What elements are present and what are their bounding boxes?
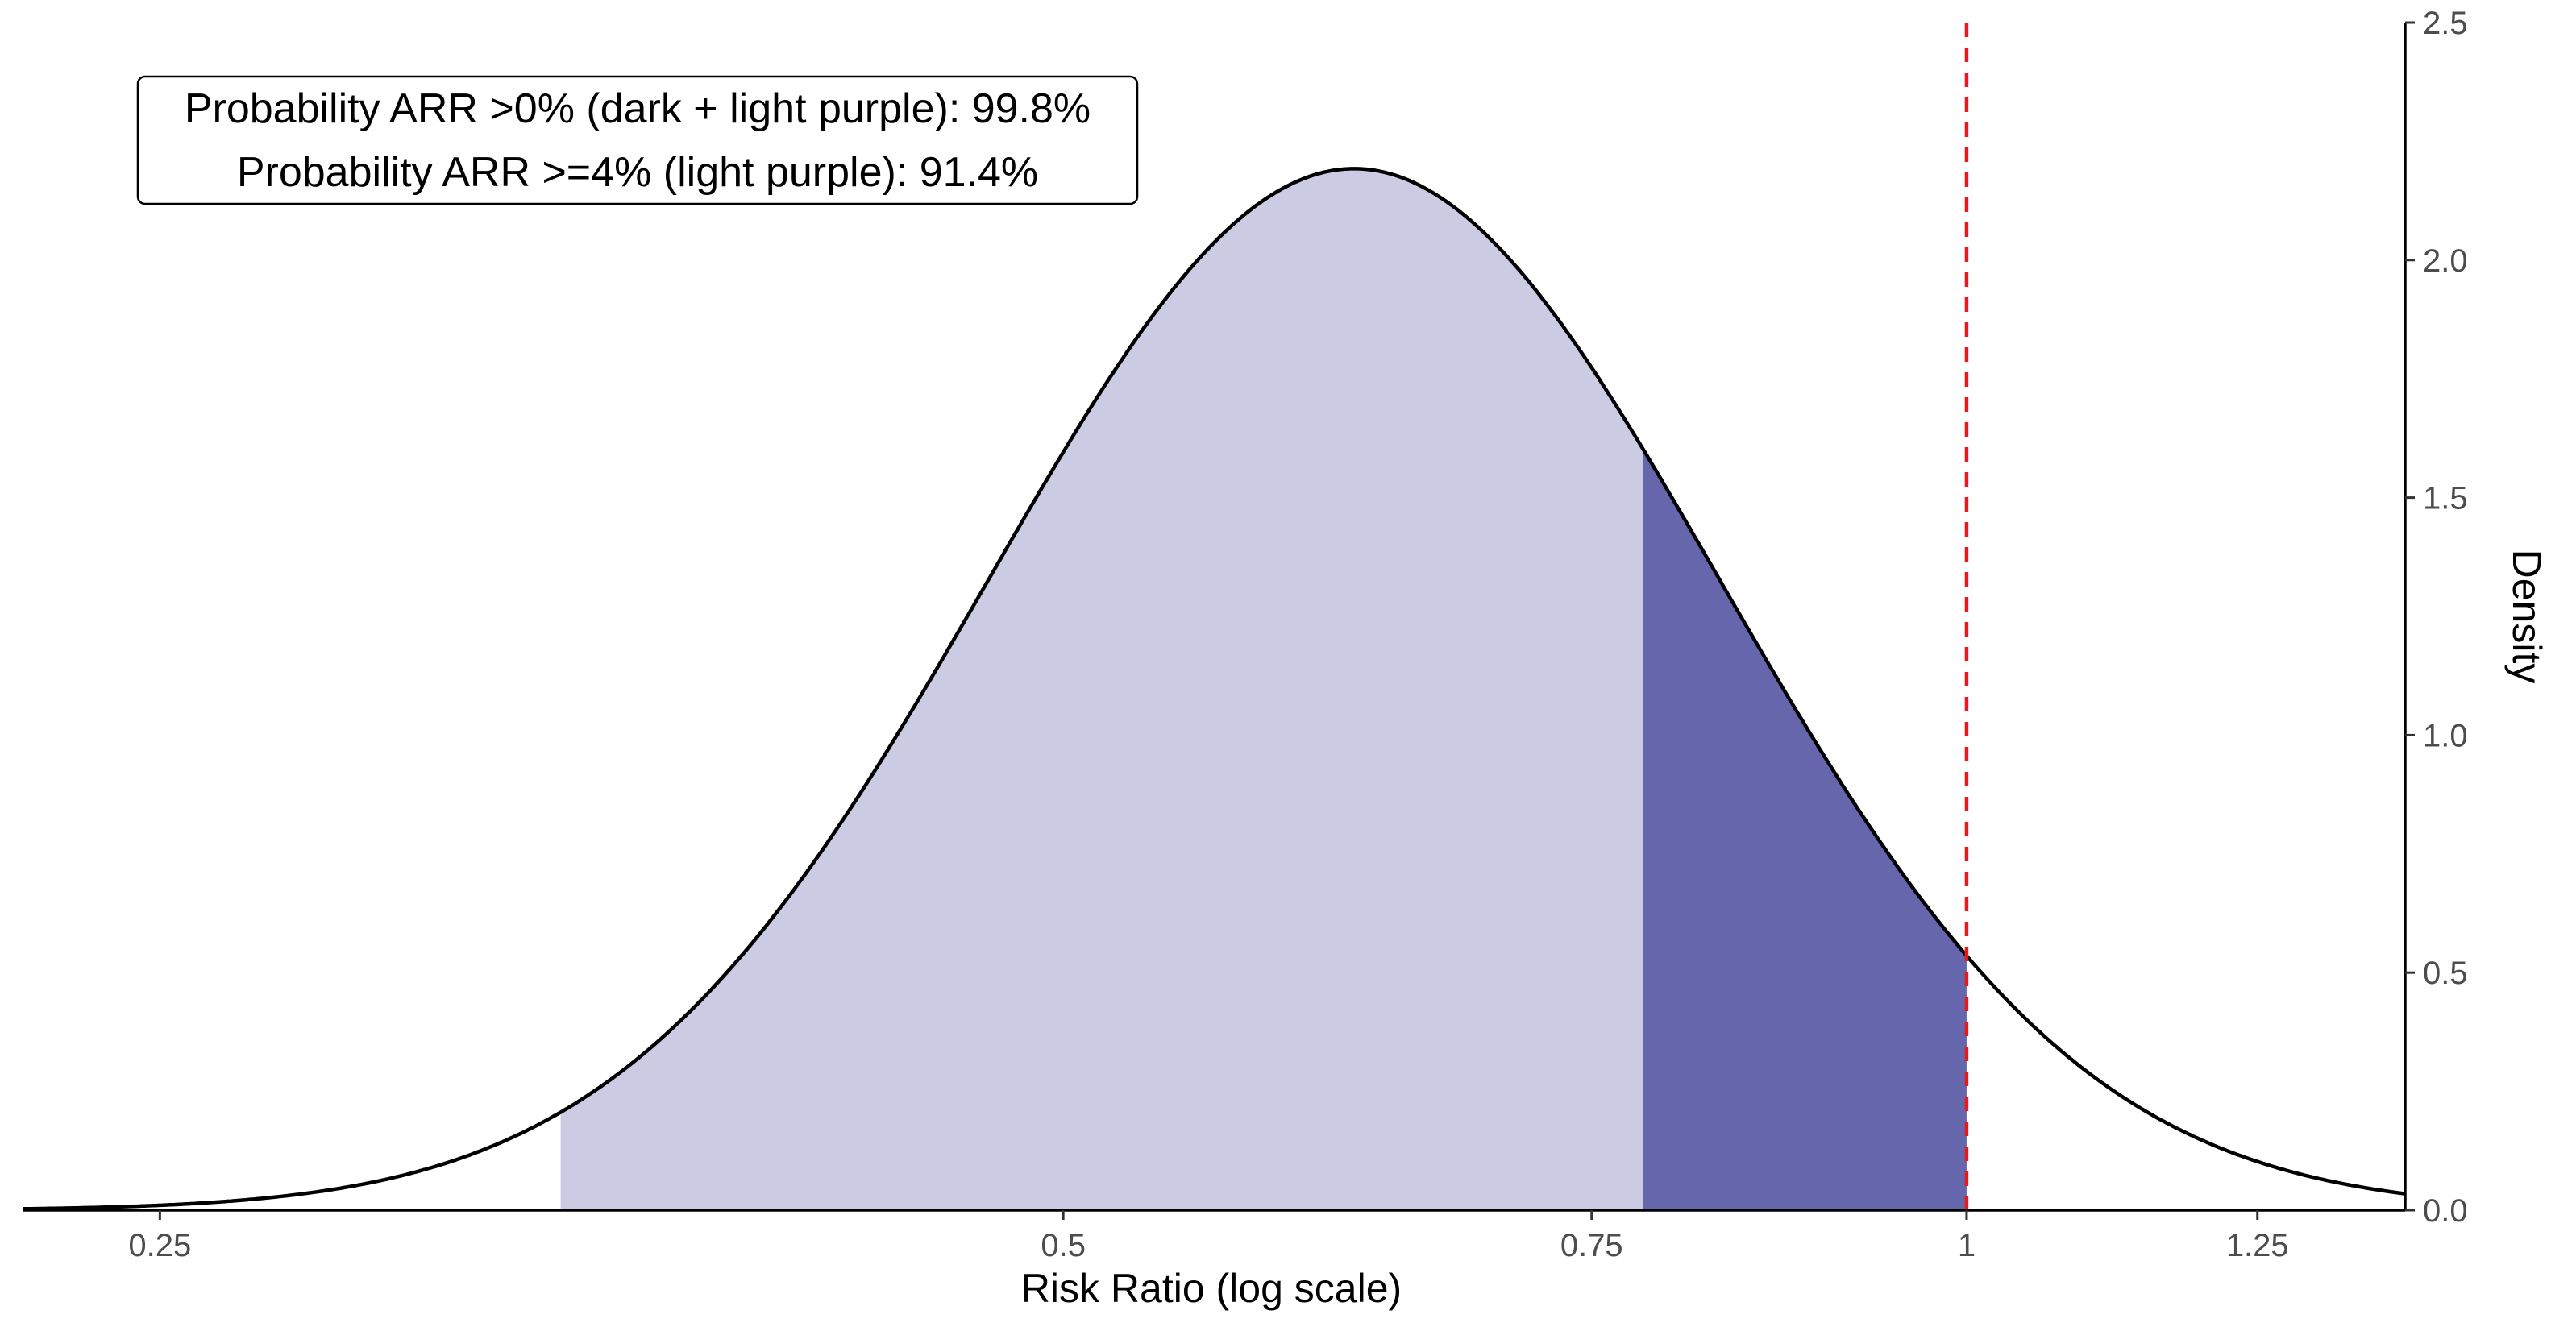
annotation-line-2: Probability ARR >=4% (light purple): 91.… xyxy=(237,149,1038,196)
y-tick-label: 0.5 xyxy=(2423,956,2468,991)
plot-area xyxy=(23,23,2406,1211)
y-tick-label: 2.0 xyxy=(2423,243,2468,279)
annotation-line-1: Probability ARR >0% (dark + light purple… xyxy=(185,85,1091,132)
y-tick-label: 0.0 xyxy=(2423,1193,2468,1229)
y-tick-label: 1.0 xyxy=(2423,718,2468,753)
y-axis-ticks: 0.0 0.5 1.0 1.5 2.0 2.5 xyxy=(2405,6,2468,1229)
x-axis-ticks: 0.25 0.5 0.75 1 1.25 xyxy=(128,1210,2289,1263)
y-tick-label: 1.5 xyxy=(2423,481,2468,516)
x-tick-label: 1 xyxy=(1958,1228,1976,1263)
y-tick-label: 2.5 xyxy=(2423,6,2468,41)
light-purple-area xyxy=(560,168,1643,1210)
density-curve xyxy=(23,167,2406,1211)
dark-purple-area xyxy=(1643,448,1967,1210)
x-tick-label: 0.25 xyxy=(128,1228,191,1263)
x-tick-label: 0.75 xyxy=(1560,1228,1623,1263)
x-tick-label: 0.5 xyxy=(1041,1228,1086,1263)
y-axis-title: Density xyxy=(2504,549,2549,684)
x-axis-title: Risk Ratio (log scale) xyxy=(1021,1266,1402,1311)
annotation-box xyxy=(136,75,1139,205)
x-tick-label: 1.25 xyxy=(2226,1228,2289,1263)
probability-annotation: Probability ARR >0% (dark + light purple… xyxy=(136,75,1139,205)
